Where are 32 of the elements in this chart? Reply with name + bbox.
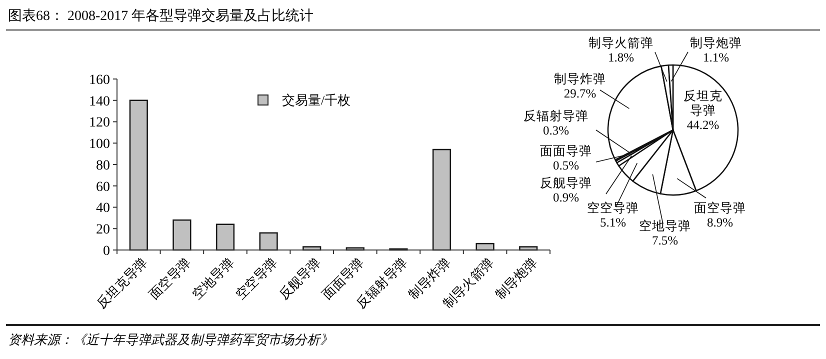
y-tick-label: 160 bbox=[89, 72, 110, 88]
legend-label: 交易量/千枚 bbox=[282, 92, 351, 108]
data-label: 0.9% bbox=[552, 190, 580, 204]
slice-label: 面空导弹 bbox=[694, 201, 746, 215]
data-label: 7.5% bbox=[652, 233, 678, 248]
y-tick-label: 140 bbox=[89, 94, 110, 110]
slice-label: 制导火箭弹 bbox=[588, 36, 654, 50]
data-label: 5.1% bbox=[600, 215, 626, 230]
slice-label: 制导炮弹 bbox=[690, 36, 742, 50]
x-tick-label: 制导炮弹 bbox=[492, 254, 540, 302]
slice-label: 空地导弹 bbox=[639, 219, 691, 233]
y-tick-label: 20 bbox=[96, 222, 110, 238]
y-tick-label: 120 bbox=[89, 116, 110, 131]
data-label: 8.9% bbox=[706, 215, 734, 230]
slice-label: 面面导弹 bbox=[540, 144, 592, 158]
y-tick-label: 40 bbox=[96, 201, 110, 216]
slice-label: 反辐射导弹 bbox=[524, 109, 588, 123]
data-label: 1.8% bbox=[608, 50, 634, 64]
chart-title: 图表68： 2008-2017 年各型导弹交易量及占比统计 bbox=[8, 8, 314, 24]
slice-label: 空空导弹 bbox=[587, 201, 639, 215]
data-label: 44.2% bbox=[686, 118, 720, 132]
slice-label: 反舰导弹 bbox=[540, 176, 592, 190]
data-label: 0.5% bbox=[552, 158, 580, 172]
slice-label: 反坦克导弹 bbox=[684, 89, 722, 118]
data-label: 1.1% bbox=[702, 50, 730, 64]
y-tick-label: 60 bbox=[96, 180, 110, 195]
text: 资料来源：《近十年导弹武器及制导弹药军贸市场分析》 bbox=[8, 332, 333, 347]
y-tick-label: 80 bbox=[96, 158, 110, 174]
data-label: 0.3% bbox=[542, 123, 570, 138]
slice-label: 制导炸弹 bbox=[554, 72, 606, 86]
y-tick-label: 100 bbox=[89, 137, 110, 152]
data-label: 29.7% bbox=[564, 86, 596, 100]
